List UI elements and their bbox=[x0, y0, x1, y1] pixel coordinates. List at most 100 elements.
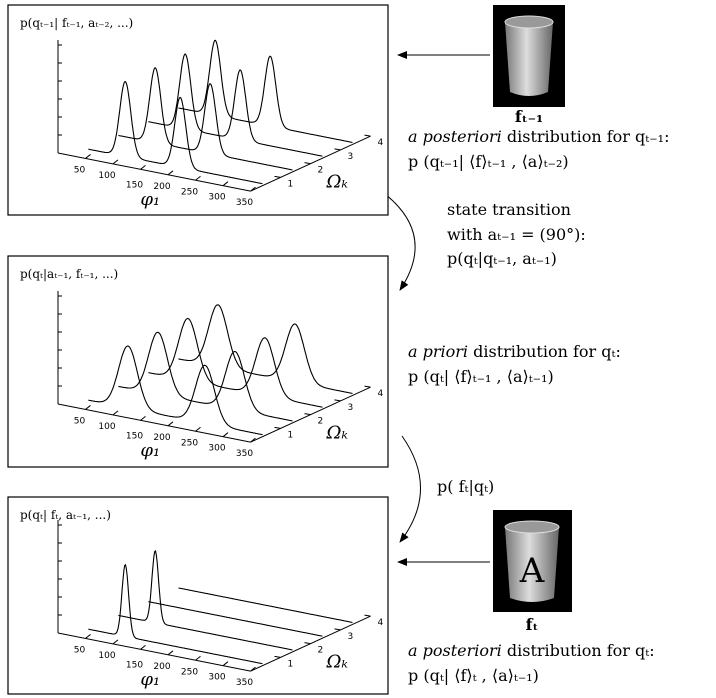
panel-label: p(qₜ| fₜ, aₜ₋₁, ...) bbox=[20, 508, 111, 522]
x-tick-label: 200 bbox=[153, 433, 170, 443]
axis-tick bbox=[304, 642, 311, 645]
distribution-curve bbox=[148, 53, 323, 157]
x-tick-label: 250 bbox=[181, 187, 198, 197]
x-tick-label: 100 bbox=[98, 171, 115, 181]
distribution-curve bbox=[148, 317, 323, 408]
y-tick-label: 3 bbox=[348, 152, 354, 162]
x-tick-label: 350 bbox=[236, 678, 253, 688]
x-tick-label: 50 bbox=[74, 645, 86, 655]
observation-image bbox=[493, 5, 565, 107]
axis-tick bbox=[250, 437, 256, 443]
axis-tick bbox=[334, 399, 341, 402]
caption-formula: p (qₜ₋₁| ⟨f⟩ₜ₋₁ , ⟨a⟩ₜ₋₂) bbox=[408, 152, 569, 171]
axis-tick bbox=[274, 426, 281, 429]
x-tick-label: 250 bbox=[181, 438, 198, 448]
axis-tick bbox=[364, 614, 371, 617]
omega-axis bbox=[250, 615, 371, 672]
axis-tick bbox=[334, 148, 341, 151]
y-tick-label: 1 bbox=[288, 430, 294, 440]
axis-tick bbox=[195, 426, 201, 432]
distribution-curve bbox=[118, 331, 293, 422]
axis-tick bbox=[85, 405, 91, 410]
y-tick-label: 4 bbox=[378, 618, 384, 628]
arrow bbox=[399, 435, 421, 543]
y-tick-label: 3 bbox=[348, 632, 354, 642]
observation-image: A bbox=[493, 510, 572, 612]
x-tick-label: 250 bbox=[181, 667, 198, 677]
transition-text: state transition bbox=[447, 200, 571, 219]
axis-tick bbox=[304, 413, 311, 416]
panel-label: p(qₜ₋₁| fₜ₋₁, aₜ₋₂, ...) bbox=[20, 16, 133, 30]
y-tick-label: 4 bbox=[378, 389, 384, 399]
y-axis-label: Ωₖ bbox=[326, 172, 349, 193]
x-tick-label: 50 bbox=[74, 165, 86, 175]
x-tick-label: 300 bbox=[208, 193, 225, 203]
transition-text: p(qₜ|qₜ₋₁, aₜ₋₁) bbox=[447, 249, 557, 268]
caption: a posteriori distribution for qₜ₋₁: bbox=[408, 127, 669, 146]
caption-formula: p (qₜ| ⟨f⟩ₜ₋₁ , ⟨a⟩ₜ₋₁) bbox=[408, 367, 554, 386]
axis-tick bbox=[222, 181, 229, 187]
x-axis-label: φ₁ bbox=[140, 440, 160, 461]
x-axis-label: φ₁ bbox=[140, 189, 160, 210]
y-tick-label: 1 bbox=[288, 179, 294, 189]
y-tick-label: 1 bbox=[288, 659, 294, 669]
distribution-curve bbox=[178, 39, 353, 143]
panel-label: p(qₜ|aₜ₋₁, fₜ₋₁, ...) bbox=[20, 267, 118, 281]
x-tick-label: 100 bbox=[98, 651, 115, 661]
axis-tick bbox=[167, 421, 174, 427]
axis-tick bbox=[167, 170, 174, 176]
caption-emph: a posteriori bbox=[408, 641, 502, 660]
x-tick-label: 50 bbox=[74, 416, 86, 426]
distribution-curve bbox=[118, 67, 293, 171]
x-tick-label: 300 bbox=[208, 444, 225, 454]
y-tick-label: 4 bbox=[378, 138, 384, 148]
distribution-curve bbox=[88, 81, 263, 185]
axis-tick bbox=[140, 415, 146, 421]
plot-panel: p(qₜ| fₜ, aₜ₋₁, ...) 50 100 150 200 250 300 350… bbox=[7, 496, 389, 695]
axis-tick bbox=[167, 650, 174, 656]
y-axis-label: Ωₖ bbox=[326, 423, 349, 444]
x-tick-label: 300 bbox=[208, 673, 225, 683]
axis-tick bbox=[250, 186, 256, 192]
x-tick-label: 100 bbox=[98, 422, 115, 432]
observation-label: fₜ₋₁ bbox=[515, 107, 543, 126]
axis-tick bbox=[274, 655, 281, 658]
distribution-curve bbox=[88, 563, 263, 665]
axis-tick bbox=[140, 164, 146, 170]
axis-tick bbox=[195, 175, 201, 181]
axis-tick bbox=[85, 154, 91, 159]
axis-tick bbox=[85, 634, 91, 639]
caption: a priori distribution for qₜ: bbox=[408, 342, 621, 361]
x-tick-label: 150 bbox=[126, 180, 143, 190]
distribution-curve bbox=[118, 550, 293, 651]
axis-tick bbox=[304, 162, 311, 165]
caption: a posteriori distribution for qₜ: bbox=[408, 641, 655, 660]
x-tick-label: 200 bbox=[153, 662, 170, 672]
y-tick-label: 3 bbox=[348, 403, 354, 413]
y-tick-label: 2 bbox=[318, 646, 324, 656]
transition-text: p( fₜ|qₜ) bbox=[437, 477, 494, 496]
axis-tick bbox=[334, 628, 341, 631]
axis-tick bbox=[112, 159, 119, 165]
y-tick-label: 2 bbox=[318, 417, 324, 427]
axis-tick bbox=[195, 655, 201, 661]
x-tick-label: 150 bbox=[126, 660, 143, 670]
plot-panel: p(qₜ|aₜ₋₁, fₜ₋₁, ...) 50 100 150 200 250 300 35… bbox=[7, 255, 389, 468]
caption-emph: a priori bbox=[408, 342, 468, 361]
distribution-curve bbox=[148, 601, 323, 637]
axis-tick bbox=[250, 666, 256, 672]
x-tick-label: 200 bbox=[153, 182, 170, 192]
observation-symbol: A bbox=[519, 551, 545, 591]
axis-tick bbox=[222, 432, 229, 438]
axis-tick bbox=[112, 639, 119, 645]
caption-text: distribution for qₜ: bbox=[468, 342, 621, 361]
plot-panel: p(qₜ₋₁| fₜ₋₁, aₜ₋₂, ...) 50 100 150 200 250 30… bbox=[7, 4, 389, 216]
axis-tick bbox=[364, 385, 371, 388]
phi-axis bbox=[57, 152, 251, 192]
y-tick-label: 2 bbox=[318, 166, 324, 176]
y-axis-label: Ωₖ bbox=[326, 652, 349, 673]
axis-tick bbox=[274, 175, 281, 178]
x-tick-label: 150 bbox=[126, 431, 143, 441]
